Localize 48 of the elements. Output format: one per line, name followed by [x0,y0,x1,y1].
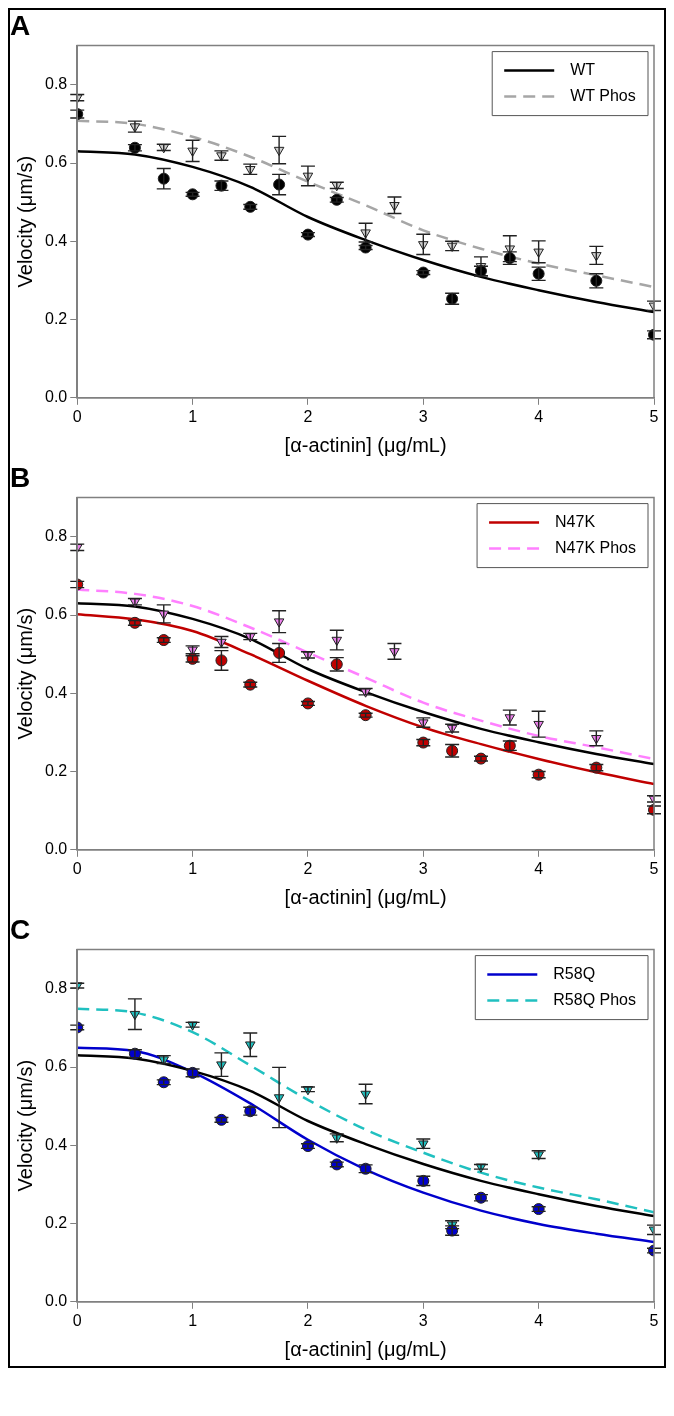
chart-title: B [10,461,31,493]
y-tick-label: 0.4 [44,683,68,701]
x-tick-label: 5 [649,859,659,877]
legend-label: N47K [555,513,596,531]
y-tick-label: 0.8 [44,979,68,997]
y-tick-label: 0.6 [44,153,68,171]
x-tick-label: 1 [188,1311,198,1329]
x-tick-label: 3 [418,859,428,877]
y-tick-label: 0.8 [44,527,68,545]
x-tick-label: 2 [303,407,313,425]
legend-label: R58Q [553,965,596,983]
x-tick-label: 0 [72,407,82,425]
x-tick-label: 4 [534,859,544,877]
y-tick-label: 0.2 [44,1213,68,1231]
x-axis-title: [α-actinin] (μg/mL) [284,433,447,456]
y-axis-title: Velocity (μm/s) [13,1059,36,1192]
y-tick-label: 0.6 [44,605,68,623]
x-tick-label: 3 [418,407,428,425]
x-axis-title: [α-actinin] (μg/mL) [284,1337,447,1360]
y-axis-title: Velocity (μm/s) [13,607,36,740]
y-tick-label: 0.4 [44,231,68,249]
y-tick-label: 0.0 [44,388,68,406]
y-tick-label: 0.8 [44,75,68,93]
legend-label: N47K Phos [555,539,636,557]
legend-label: R58Q Phos [553,991,637,1009]
chart-title: C [10,913,31,945]
x-tick-label: 3 [418,1311,428,1329]
legend-label: WT Phos [570,87,636,105]
y-tick-label: 0.0 [44,1292,68,1310]
y-tick-label: 0.0 [44,840,68,858]
y-tick-label: 0.6 [44,1057,68,1075]
x-tick-label: 2 [303,1311,313,1329]
x-tick-label: 5 [649,407,659,425]
x-tick-label: 2 [303,859,313,877]
x-axis-title: [α-actinin] (μg/mL) [284,885,447,908]
y-tick-label: 0.4 [44,1135,68,1153]
y-tick-label: 0.2 [44,309,68,327]
x-tick-label: 0 [72,1311,82,1329]
chart-title: A [10,9,31,41]
x-tick-label: 1 [188,859,198,877]
legend-label: WT [570,61,596,79]
x-tick-label: 0 [72,859,82,877]
x-tick-label: 5 [649,1311,659,1329]
y-tick-label: 0.2 [44,761,68,779]
x-tick-label: 4 [534,407,544,425]
y-axis-title: Velocity (μm/s) [13,155,36,288]
x-tick-label: 4 [534,1311,544,1329]
x-tick-label: 1 [188,407,198,425]
